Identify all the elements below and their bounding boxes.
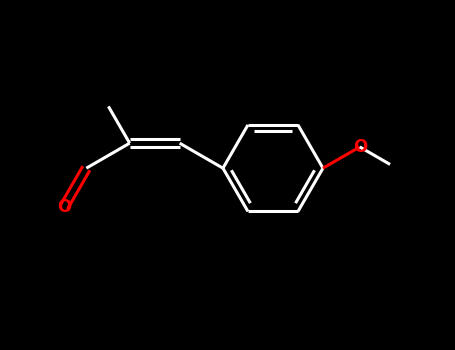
Text: O: O	[353, 138, 367, 156]
Text: O: O	[57, 198, 71, 216]
